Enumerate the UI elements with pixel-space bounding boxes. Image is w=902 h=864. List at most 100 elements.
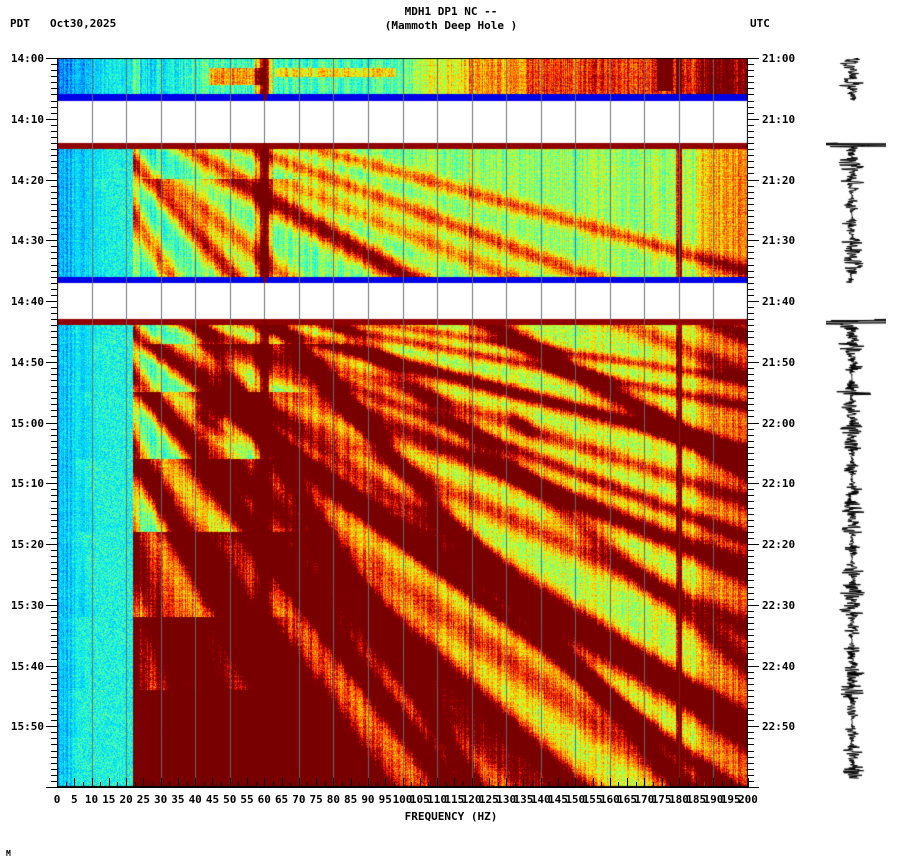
time-tick-minor [748,525,754,527]
freq-tick-major [437,778,439,787]
time-tick-minor [51,76,57,78]
freq-tick-major [160,778,162,787]
time-tick-minor [748,294,754,296]
freq-tick-minor [359,782,361,787]
freq-tick-minor [532,782,534,787]
time-label-pdt: 14:50 [10,355,44,369]
time-tick-minor [748,762,754,764]
time-tick-minor [51,112,57,114]
time-tick-minor [748,136,754,138]
time-tick-minor [51,756,57,758]
time-tick-minor [51,598,57,600]
time-tick-minor [748,173,754,175]
time-tick-minor [748,622,754,624]
time-tick-minor [51,683,57,685]
time-tick-minor [51,525,57,527]
time-label-pdt: 15:50 [10,720,44,734]
freq-tick-major [523,778,525,787]
time-tick-minor [51,70,57,72]
time-tick-minor [748,307,754,309]
freq-label: 65 [274,793,289,806]
time-tick-minor [51,106,57,108]
time-label-utc: 22:00 [762,416,796,430]
freq-label: 30 [154,793,168,806]
frequency-axis-title: FREQUENCY (HZ) [404,810,498,823]
time-tick-major [46,604,57,606]
freq-tick-minor [272,782,274,787]
time-tick-minor [748,313,754,315]
freq-label: 25 [136,793,150,806]
time-tick-minor [748,76,754,78]
freq-tick-minor [445,782,447,787]
time-tick-minor [748,683,754,685]
time-tick-minor [51,653,57,655]
time-tick-minor [51,714,57,716]
time-tick-minor [51,744,57,746]
time-tick-minor [51,568,57,570]
freq-tick-minor [652,782,654,787]
time-tick-minor [51,276,57,278]
time-tick-minor [51,185,57,187]
freq-label: 165 [617,793,637,806]
time-tick-minor [748,434,754,436]
time-tick-minor [51,197,57,199]
freq-label: 100 [392,793,413,806]
time-tick-major [46,422,57,424]
time-tick-minor [748,756,754,758]
time-tick-minor [748,215,754,217]
time-tick-minor [51,446,57,448]
time-tick-major [46,240,57,242]
time-tick-minor [748,349,754,351]
time-tick-minor [51,586,57,588]
time-tick-minor [51,270,57,272]
time-tick-minor [51,635,57,637]
freq-tick-major [488,778,490,787]
freq-tick-major [298,778,300,787]
time-tick-minor [748,780,754,782]
time-tick-minor [748,112,754,114]
time-tick-major [748,726,759,728]
time-tick-minor [748,562,754,564]
spectrogram-plot[interactable] [57,58,748,787]
time-tick-minor [51,574,57,576]
freq-label: 195 [720,793,741,806]
time-tick-minor [51,64,57,66]
time-tick-minor [748,270,754,272]
freq-tick-major [454,778,456,787]
time-label-utc: 21:20 [762,173,796,187]
time-tick-major [748,422,759,424]
freq-label: 40 [188,793,202,806]
time-tick-minor [51,610,57,612]
time-label-pdt: 15:00 [10,416,44,430]
time-tick-minor [748,732,754,734]
time-tick-minor [51,677,57,679]
time-tick-minor [748,161,754,163]
time-label-utc: 21:40 [762,295,796,308]
time-tick-minor [51,780,57,782]
time-label-utc: 21:50 [762,355,796,369]
time-label-utc: 22:10 [762,477,796,491]
time-tick-minor [51,513,57,515]
freq-tick-major [557,778,559,787]
time-tick-minor [51,708,57,710]
time-tick-minor [748,392,754,394]
time-tick-minor [51,325,57,327]
time-tick-minor [748,64,754,66]
time-tick-minor [51,307,57,309]
time-tick-minor [51,738,57,740]
time-tick-minor [51,124,57,126]
freq-label: 160 [599,793,620,806]
freq-label: 80 [326,793,341,806]
time-tick-minor [748,191,754,193]
freq-tick-minor [238,782,240,787]
freq-tick-major [264,778,266,787]
freq-tick-major [644,778,646,787]
time-tick-minor [748,616,754,618]
freq-tick-major [730,778,732,787]
time-tick-minor [748,440,754,442]
time-tick-minor [51,215,57,217]
freq-label: 130 [496,793,517,806]
time-tick-minor [51,762,57,764]
time-tick-minor [748,319,754,321]
freq-tick-minor [411,782,413,787]
